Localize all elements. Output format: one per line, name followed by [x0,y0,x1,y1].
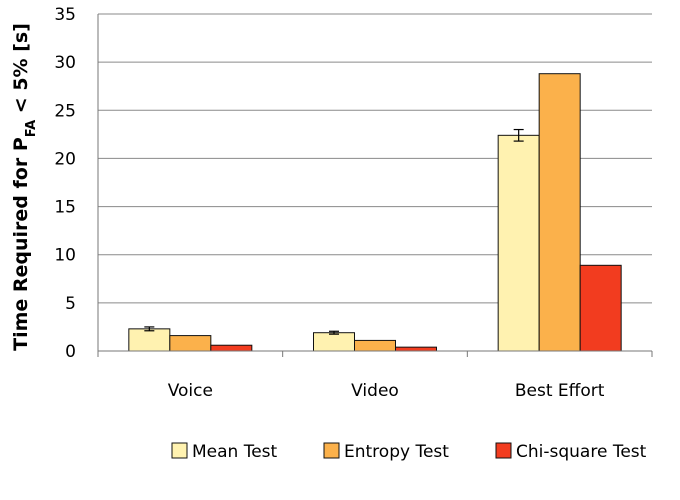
legend-label: Mean Test [192,442,278,462]
legend-swatch [495,442,512,459]
legend-item-chi-square-test: Chi-square Test [495,442,647,462]
axes [97,14,653,357]
bar-chi-square-test-voice [210,344,253,352]
bar-mean-test-best-effort [497,134,540,352]
error-bar [513,128,524,142]
y-axis-label: Time Required for PFA < 5% [s] [10,23,39,351]
error-bars [144,128,524,335]
y-tick-label: 30 [54,53,76,73]
y-axis-label-subscript: FA [24,120,39,137]
gridlines [98,13,652,352]
legend-swatch [171,442,188,459]
bar-mean-test-video [313,332,355,352]
y-tick-label: 10 [54,246,76,266]
bar-entropy-test-video [354,339,396,352]
legend-label: Entropy Test [344,442,449,462]
y-tick-label: 35 [54,5,76,25]
legend: Mean Test Entropy Test Chi-square Test [171,442,647,462]
y-tick-label: 5 [65,294,76,314]
y-axis-label-prefix: Time Required for P [10,137,32,351]
legend-item-entropy-test: Entropy Test [323,442,449,462]
bars [128,73,622,352]
bar-chi-square-test-best-effort [579,264,622,352]
y-tick-label: 25 [54,101,76,121]
error-bar [144,326,155,332]
bar-entropy-test-best-effort [538,73,581,352]
bar-entropy-test-voice [169,335,212,352]
legend-swatch [323,442,340,459]
error-bar [329,330,339,335]
y-tick-label: 0 [65,342,76,362]
x-category-label: Voice [168,381,213,401]
x-category-label: Video [351,381,399,401]
y-tick-label: 15 [54,198,76,218]
bar-chi-square-test-video [395,346,437,352]
category-labels: Voice Video Best Effort [168,381,605,401]
x-category-label: Best Effort [515,381,605,401]
bar-mean-test-voice [128,328,171,352]
legend-label: Chi-square Test [516,442,647,462]
y-axis-label-suffix: < 5% [s] [10,23,32,120]
y-tick-label: 20 [54,149,76,169]
legend-item-mean-test: Mean Test [171,442,278,462]
y-tick-labels: 0 5 10 15 20 25 30 35 [54,5,76,362]
